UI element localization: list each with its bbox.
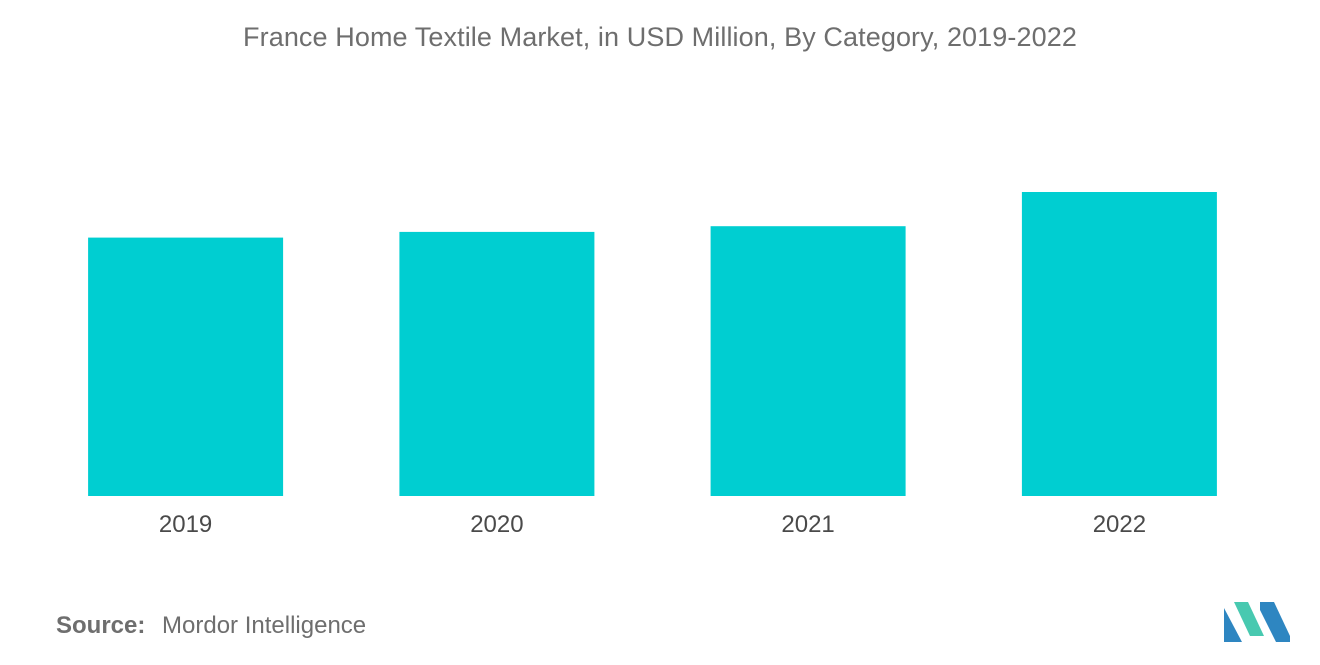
bar-2019 (88, 237, 284, 496)
x-tick-label-2021: 2021 (781, 511, 834, 538)
x-tick-label-2019: 2019 (159, 511, 212, 538)
x-tick-label-2022: 2022 (1093, 511, 1146, 538)
bar-2020 (399, 231, 595, 496)
source-label: Source: (56, 612, 146, 639)
source-note: Source: Mordor Intelligence (56, 612, 366, 640)
x-tick-label-2020: 2020 (470, 511, 523, 538)
logo-shape-right (1260, 602, 1290, 642)
source-value: Mordor Intelligence (162, 612, 367, 639)
x-axis-ticks: 2019 2020 2021 2022 (159, 511, 1146, 538)
logo-shape-left (1224, 608, 1242, 642)
bar-chart: 2019 2020 2021 2022 (88, 192, 1217, 538)
bar-2021 (710, 226, 906, 496)
chart-title: France Home Textile Market, in USD Milli… (243, 22, 1077, 52)
mordor-intelligence-logo-icon (1224, 602, 1290, 642)
bar-2022 (1021, 192, 1217, 496)
bars-group (88, 192, 1217, 496)
logo-shape-mid (1234, 602, 1264, 636)
